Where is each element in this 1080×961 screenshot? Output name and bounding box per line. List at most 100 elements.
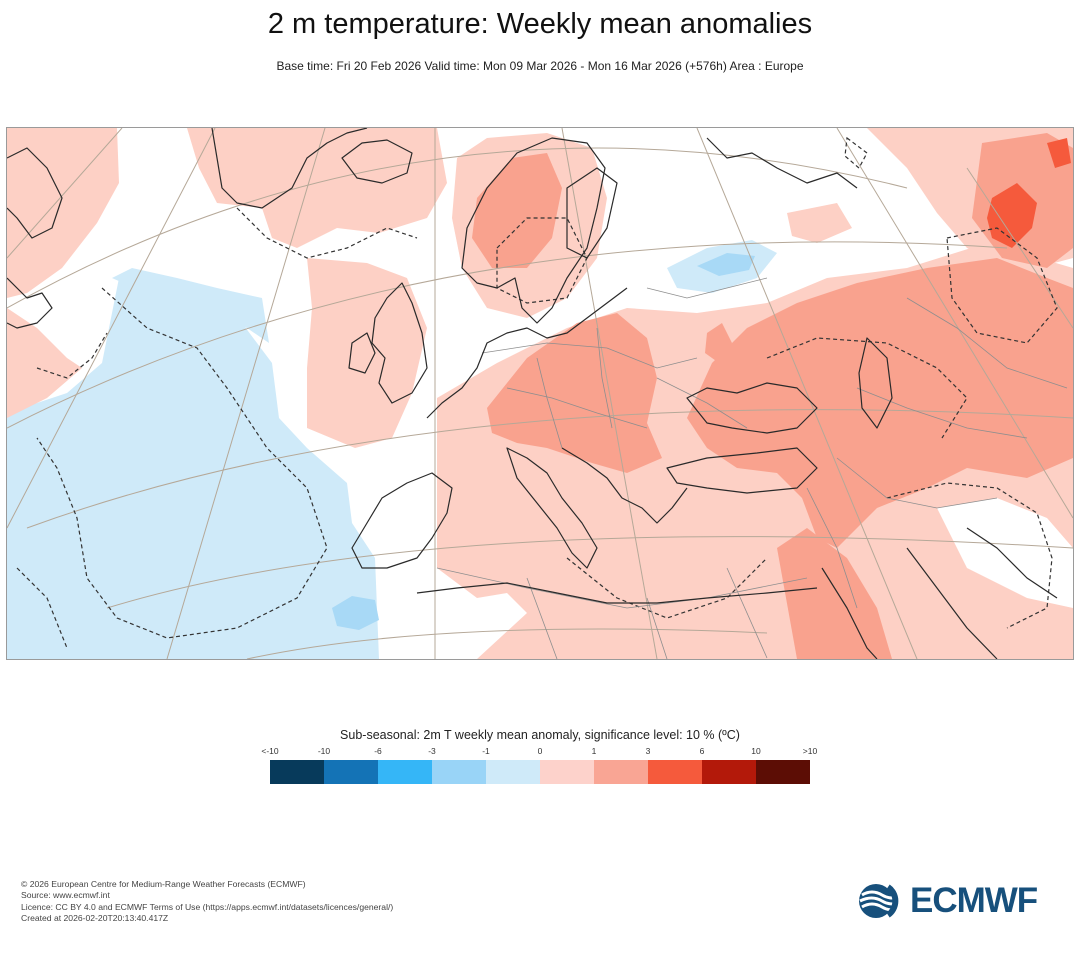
country-border xyxy=(481,342,698,369)
country-border xyxy=(806,487,858,609)
country-border xyxy=(596,327,613,429)
coastline-persian-gulf xyxy=(966,527,1058,599)
graticule-meridian xyxy=(166,128,326,659)
coastline-red-sea xyxy=(821,567,878,659)
legend-tick: 10 xyxy=(751,746,761,756)
positive-anomaly-3-6-scandinavia-core xyxy=(472,153,562,268)
coastline-turkey xyxy=(666,447,818,494)
legend-swatch xyxy=(702,760,756,784)
legend-swatch xyxy=(594,760,648,784)
legend-ticks: <-10 -10 -6 -3 -1 0 1 3 6 10 >10 xyxy=(0,746,1080,758)
coastline-caspian xyxy=(858,337,893,429)
legend-tick: -10 xyxy=(317,746,331,756)
coastline-north-africa xyxy=(416,582,818,604)
footer-copyright: © 2026 European Centre for Medium-Range … xyxy=(21,879,306,889)
graticule-parallel xyxy=(26,409,1073,529)
graticule-meridian xyxy=(966,167,1073,329)
coastline-west-greenland xyxy=(7,147,63,239)
ecmwf-logo-text: ECMWF xyxy=(910,881,1038,920)
coastlines xyxy=(7,128,1058,659)
coastline-black-sea xyxy=(686,382,818,434)
coastline-russia-north xyxy=(706,137,858,189)
graticule-meridian xyxy=(561,128,658,659)
negative-anomaly-baltic-core xyxy=(697,253,755,276)
significance-contours xyxy=(16,136,1058,649)
country-border xyxy=(656,377,748,429)
legend-swatch xyxy=(486,760,540,784)
legend-title: Sub-seasonal: 2m T weekly mean anomaly, … xyxy=(340,728,740,742)
coastline-uk xyxy=(371,282,428,404)
legend-swatch xyxy=(756,760,810,784)
graticule-meridian xyxy=(7,128,123,259)
country-border xyxy=(526,577,558,659)
significance-contour xyxy=(236,207,418,259)
coastline-europe-west xyxy=(426,287,628,419)
legend-tick: 6 xyxy=(699,746,705,756)
legend-tick: 0 xyxy=(537,746,543,756)
significance-contour xyxy=(36,287,328,639)
footer-source: Source: www.ecmwf.int xyxy=(21,890,110,901)
footer-created: Created at 2026-02-20T20:13:40.417Z xyxy=(21,912,169,923)
neutral-area-eastern-med xyxy=(937,498,1073,608)
positive-anomaly-3-6-eastern xyxy=(687,258,1073,548)
chart-title: 2 m temperature: Weekly mean anomalies xyxy=(267,8,813,40)
legend-swatch xyxy=(648,760,702,784)
significance-contour xyxy=(946,227,1058,344)
positive-anomaly-3-6-north-africa xyxy=(777,528,892,659)
anomaly-map[interactable] xyxy=(6,127,1074,660)
graticule-meridian xyxy=(7,128,216,529)
neutral-area-north-africa xyxy=(437,568,527,659)
negative-anomaly-area-atlantic-north xyxy=(112,268,269,343)
significance-contour xyxy=(16,567,68,649)
positive-anomaly-area-north-atlantic xyxy=(187,128,447,248)
positive-anomaly-3-6-central-europe xyxy=(487,313,662,473)
legend-swatch xyxy=(540,760,594,784)
graticule xyxy=(7,128,1073,659)
graticule-meridian xyxy=(836,128,1073,519)
country-border xyxy=(836,457,998,509)
coastline-iberia xyxy=(351,472,453,569)
graticule-parallel xyxy=(106,536,1073,609)
coastline-scandinavia xyxy=(461,137,606,324)
country-border xyxy=(646,277,768,299)
coastline-greenland xyxy=(211,128,368,209)
positive-anomaly-area-west-atlantic xyxy=(7,308,82,418)
significance-contour xyxy=(36,332,108,379)
country-border xyxy=(536,357,563,449)
graticule-meridian xyxy=(696,128,918,659)
negative-anomaly-area-atlantic xyxy=(7,278,379,659)
coastline-italy xyxy=(506,447,598,569)
ecmwf-logo: ECMWF xyxy=(858,881,1062,920)
positive-anomaly-3-6-ukraine xyxy=(705,323,732,363)
coastline-ireland xyxy=(348,332,376,374)
coastline-balkans xyxy=(561,447,688,524)
legend-swatch xyxy=(378,760,432,784)
significance-contour xyxy=(766,337,968,439)
coastline-iceland xyxy=(341,139,413,184)
legend-tick: 1 xyxy=(591,746,597,756)
country-border xyxy=(436,567,808,609)
country-borders xyxy=(436,277,1068,659)
map-canvas xyxy=(7,128,1073,659)
positive-anomaly-6-10-patch xyxy=(987,183,1037,248)
coastline-canada xyxy=(7,277,53,329)
coastline-arabia xyxy=(906,547,998,659)
legend-swatch xyxy=(270,760,324,784)
positive-anomaly-area-greenland xyxy=(7,128,119,298)
country-border xyxy=(906,297,1068,389)
ecmwf-logo-icon xyxy=(859,884,906,918)
color-legend-bar xyxy=(270,760,810,784)
legend-swatch xyxy=(432,760,486,784)
significance-contour xyxy=(566,557,768,619)
country-border xyxy=(506,387,648,429)
legend-tick: -3 xyxy=(428,746,436,756)
country-border xyxy=(726,567,768,659)
significance-contour xyxy=(844,136,868,169)
graticule-parallel xyxy=(7,147,908,309)
graticule-parallel xyxy=(7,241,1008,429)
country-border xyxy=(646,597,668,659)
significance-contour xyxy=(496,217,588,304)
positive-anomaly-6-10-small xyxy=(1047,138,1071,168)
coastline-finland xyxy=(566,167,618,259)
legend-tick: 3 xyxy=(645,746,651,756)
